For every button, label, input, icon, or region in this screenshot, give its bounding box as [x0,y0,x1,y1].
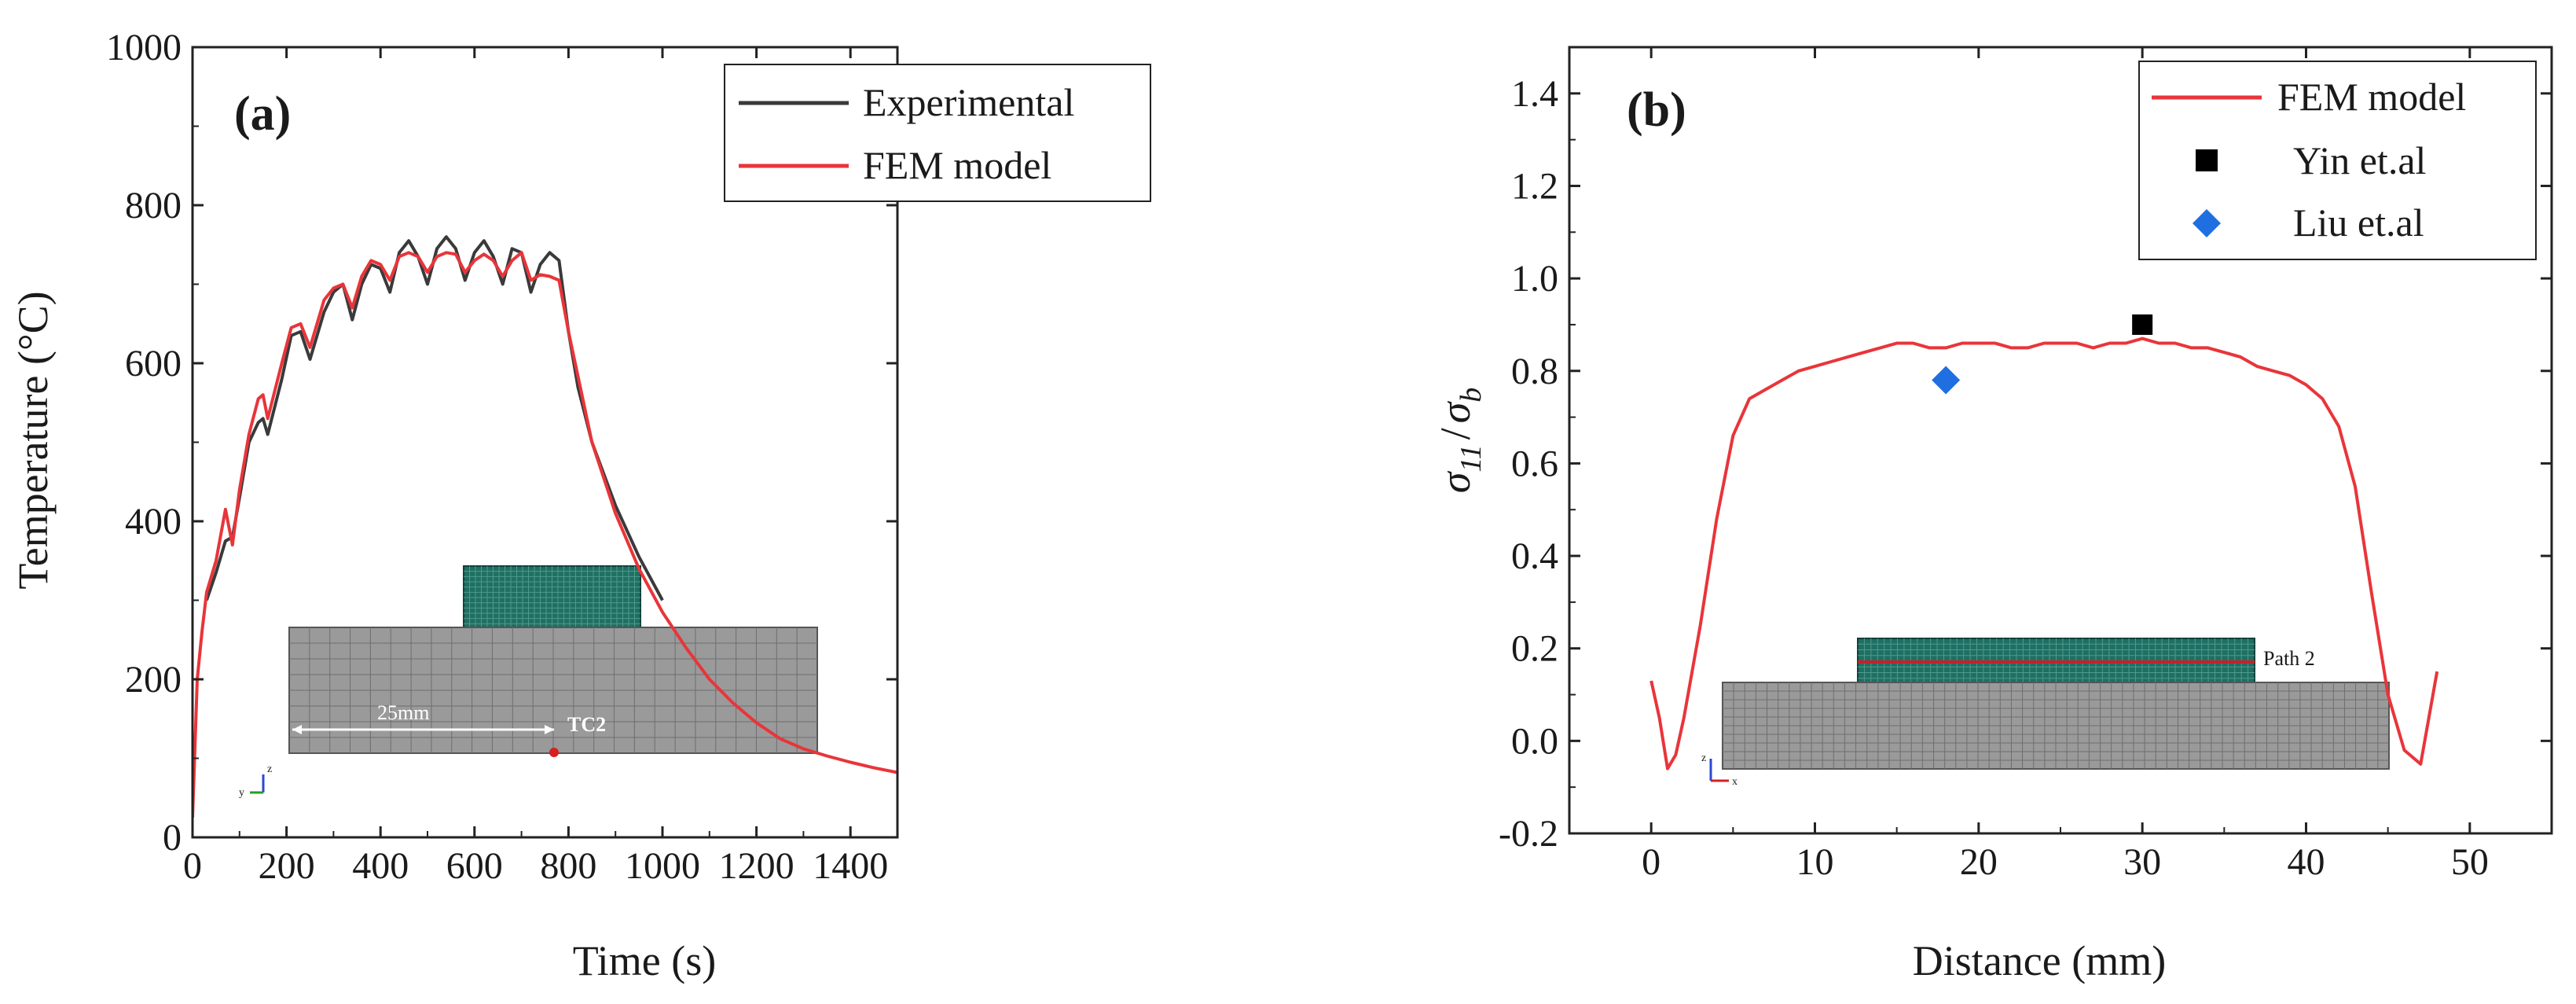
panel-a-x-tick-label: 1400 [813,845,888,887]
panel-a-y-axis-title: Temperature (°C) [9,291,57,589]
panel-b-mesh-inset: Path 2 z x [1701,638,2390,788]
panel-a-x-tick-label: 400 [352,845,409,887]
panel-b-y-tick-label: 0.4 [1511,535,1558,577]
panel-b-x-tick-label: 0 [1642,841,1660,883]
panel-a-y-tick-label: 0 [163,817,182,859]
dimension-arrow-head-right [545,725,554,734]
panel-b-legend: FEM model Yin et.al Liu et.al [2138,61,2537,260]
panel-b-y-tick-label: 1.0 [1511,258,1558,300]
panel-a-x-tick-label: 1000 [625,845,700,887]
legend-swatch-yin [2196,149,2218,171]
panel-a-x-tick-label: 600 [446,845,503,887]
panel-a-series [193,235,897,818]
panel-b-point-yin-et-al [2132,314,2153,335]
y-title-sub-11: 11 [1455,444,1488,472]
panel-a-y-tick-label: 400 [125,501,182,542]
panel-b-x-tick-label: 10 [1796,841,1834,883]
panel-b-y-tick-label: 1.2 [1511,165,1558,207]
panel-b-series-fem-model-line [1649,337,2439,770]
legend-label-experimental: Experimental [863,80,1074,124]
panel-a-mesh-inset: 25mm TC2 z y [239,565,818,799]
thermocouple-label: TC2 [567,713,606,736]
legend-label-fem-model: FEM model [2277,75,2466,119]
legend-box [724,64,1151,202]
panel-b-y-tick-label: 0.0 [1511,720,1558,762]
panel-a-x-tick-label: 0 [183,845,202,887]
substrate-mesh-grid [289,627,817,753]
inset-axis-label-y: y [239,787,244,799]
panel-a-series-fem-model-line [193,251,897,818]
panel-a-x-axis-title: Time (s) [573,937,717,984]
panel-b-x-tick-label: 50 [2451,841,2489,883]
panel-b-y-axis-title: σ11/σb [1432,388,1488,493]
panel-b-axes: 0 10 20 30 40 50 -0.2 0.0 0.2 0.4 0.6 0.8 1.0 1.2 1.4 [1499,46,2553,883]
path-2-label: Path 2 [2263,647,2315,670]
panel-a-series-experimental-line [205,235,664,601]
panel-a-y-tick-label: 800 [125,185,182,226]
inset-axis-label-x: x [1732,776,1738,788]
y-title-sigma-2: σ [1432,400,1479,423]
dimension-label: 25mm [377,701,429,724]
y-title-sub-b: b [1455,388,1488,403]
inset-axis-triad: z x [1701,752,1738,788]
panel-a-label: (a) [234,87,291,141]
panel-b-x-tick-label: 20 [1960,841,1998,883]
dimension-arrow-head-left [292,725,302,734]
panel-a-axes: 0 200 400 600 800 1000 1200 1400 0 200 400 600 800 10… [106,27,899,887]
panel-b-series [1649,314,2439,770]
panel-b-x-axis-title: Distance (mm) [1913,937,2166,984]
panel-a-temperature-chart: 25mm TC2 z y 0 200 400 600 800 1000 1200 1400 0 2… [9,27,1151,984]
panel-a-y-tick-label: 200 [125,659,182,701]
panel-b-y-tick-label: 0.2 [1511,628,1558,670]
panel-b-y-tick-label: 0.8 [1511,351,1558,392]
inset-axis-label-z: z [267,763,272,775]
legend-label-fem-model: FEM model [863,143,1051,187]
deposit-mesh-grid [464,566,640,629]
panel-b-point-liu-et-al [1932,366,1961,395]
legend-label-yin: Yin et.al [2293,138,2426,182]
inset-axis-label-z: z [1701,752,1706,764]
deposit-mesh-grid [1858,638,2255,684]
panel-a-y-tick-label: 600 [125,343,182,384]
panel-a-x-tick-label: 1200 [719,845,794,887]
panel-b-y-tick-label: 0.6 [1511,443,1558,484]
panel-b-y-tick-label: -0.2 [1499,813,1558,855]
panel-b-label: (b) [1627,83,1686,137]
panel-a-x-tick-label: 800 [540,845,596,887]
thermocouple-marker [549,748,559,757]
panel-b-y-tick-label: 1.4 [1511,73,1558,115]
legend-swatch-liu [2193,209,2221,237]
panel-b-x-tick-label: 40 [2288,841,2325,883]
y-title-sigma-1: σ [1432,470,1479,493]
legend-label-liu: Liu et.al [2293,200,2424,245]
panel-b-x-tick-label: 30 [2123,841,2161,883]
panel-a-x-tick-label: 200 [259,845,315,887]
panel-a-y-tick-label: 1000 [106,27,182,68]
panel-b-stress-chart: Path 2 z x 0 10 20 30 40 50 -0.2 0.0 0.2 0.4 0.6 0.… [1432,46,2553,984]
inset-axis-triad: z y [239,763,272,799]
y-title-slash: / [1432,428,1479,439]
substrate-mesh-grid [1723,682,2389,769]
panel-a-legend: Experimental FEM model [724,64,1151,202]
